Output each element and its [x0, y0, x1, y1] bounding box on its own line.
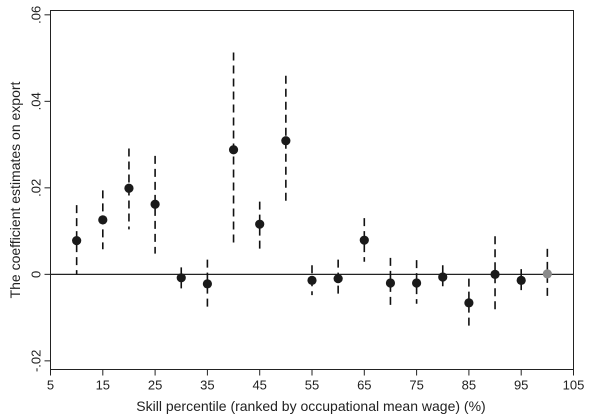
point-estimate [98, 215, 108, 225]
y-tick-label: .02 [29, 179, 44, 197]
point-estimate [124, 183, 134, 193]
y-axis-label: The coefficient estimates on export [7, 81, 23, 298]
x-axis-label: Skill percentile (ranked by occupational… [136, 398, 485, 414]
x-tick-label: 25 [148, 378, 162, 393]
point-estimate [307, 275, 317, 285]
x-tick-label: 105 [563, 378, 585, 393]
point-estimate [176, 273, 186, 283]
point-estimate [385, 278, 396, 288]
y-tick-label: -.02 [29, 350, 44, 372]
x-tick-label: 15 [96, 378, 110, 393]
point-estimate [542, 269, 552, 279]
x-tick-label: 35 [200, 378, 214, 393]
x-axis: 5 15 25 35 45 55 65 75 85 95 105 [47, 369, 585, 393]
point-estimate [438, 272, 448, 282]
point-estimate [359, 235, 369, 245]
point-estimate [333, 274, 343, 284]
x-tick-label: 85 [462, 378, 476, 393]
x-tick-label: 55 [305, 378, 319, 393]
point-estimate [228, 145, 239, 155]
point-estimate [516, 275, 526, 285]
x-tick-label: 75 [409, 378, 423, 393]
point-estimate [202, 279, 212, 289]
y-tick-label: 0 [29, 271, 44, 278]
point-estimate [150, 199, 160, 209]
data-marks [72, 52, 552, 328]
y-tick-label: .06 [29, 6, 44, 24]
point-estimate [490, 269, 500, 279]
x-tick-label: 45 [252, 378, 266, 393]
y-tick-label: .04 [29, 92, 44, 110]
point-estimate [412, 278, 422, 288]
x-tick-label: 95 [514, 378, 528, 393]
x-tick-label: 65 [357, 378, 371, 393]
x-tick-label: 5 [47, 378, 54, 393]
point-estimate [255, 219, 265, 229]
y-axis: -.02 0 .02 .04 .06 [29, 6, 51, 372]
point-estimate [464, 298, 474, 308]
point-estimate [281, 136, 291, 146]
point-estimate [72, 236, 82, 246]
